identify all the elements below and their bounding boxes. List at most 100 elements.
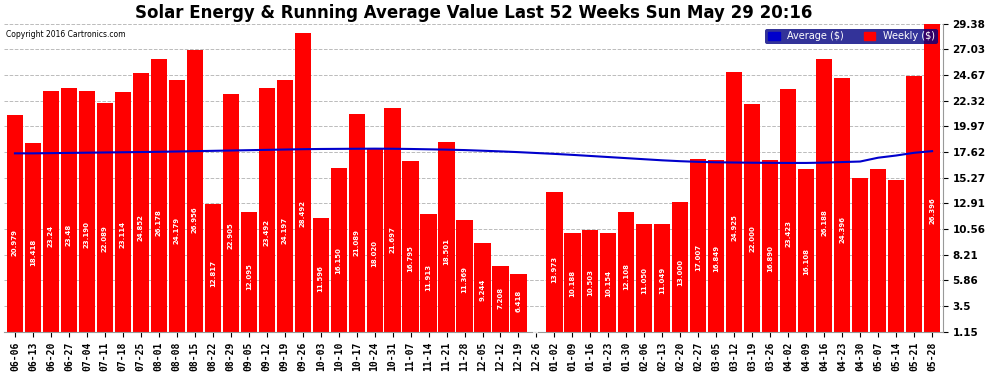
Text: 12.817: 12.817 [210,260,216,287]
Bar [133,73,148,344]
Text: 26.178: 26.178 [155,209,161,236]
Bar [97,103,113,344]
Bar [331,168,346,344]
Text: 11.596: 11.596 [318,265,324,292]
Bar [529,336,545,344]
Bar [762,160,778,344]
Bar [780,89,796,344]
Text: 16.150: 16.150 [336,248,342,274]
Bar [223,94,239,344]
Bar [816,58,833,344]
Text: 23.423: 23.423 [785,220,791,247]
Bar [888,180,904,344]
Bar [439,142,454,344]
Text: 20.979: 20.979 [12,229,18,256]
Text: 16.108: 16.108 [803,248,809,274]
Text: 24.925: 24.925 [732,214,738,241]
Bar [60,88,77,344]
Text: 12.108: 12.108 [624,263,630,290]
Bar [511,274,527,344]
Bar [258,88,275,344]
Bar [744,104,760,344]
Bar [619,212,635,344]
Text: 12.095: 12.095 [246,263,251,290]
Bar [727,72,742,344]
Bar [672,202,688,344]
Bar [421,214,437,344]
Bar [295,33,311,344]
Text: 22.905: 22.905 [228,222,234,249]
Text: 28.492: 28.492 [300,200,306,227]
Bar [924,24,940,344]
Text: 21.089: 21.089 [353,229,359,256]
Text: 17.007: 17.007 [695,244,701,271]
Bar [474,243,491,344]
Bar [564,233,580,344]
Text: 23.48: 23.48 [66,224,72,246]
Text: 24.852: 24.852 [138,214,144,241]
Text: 22.000: 22.000 [749,225,755,252]
Text: 23.190: 23.190 [84,220,90,248]
Bar [168,81,185,344]
Text: 26.188: 26.188 [821,209,828,236]
Bar [600,234,617,344]
Bar [43,91,59,344]
Text: 10.503: 10.503 [587,269,593,296]
Bar [205,204,221,344]
Bar [834,78,850,344]
Bar [708,160,725,344]
Bar [637,224,652,344]
Text: 16.849: 16.849 [713,244,720,272]
Bar [79,91,95,344]
Bar [456,220,472,344]
Bar [25,143,41,344]
Bar [313,218,329,344]
Text: Copyright 2016 Cartronics.com: Copyright 2016 Cartronics.com [6,30,126,39]
Text: 11.050: 11.050 [642,267,647,294]
Bar [241,212,256,344]
Text: 10.154: 10.154 [605,270,612,297]
Title: Solar Energy & Running Average Value Last 52 Weeks Sun May 29 20:16: Solar Energy & Running Average Value Las… [135,4,812,22]
Text: 13.000: 13.000 [677,260,683,286]
Bar [150,58,167,344]
Text: 22.089: 22.089 [102,225,108,252]
Text: 7.208: 7.208 [498,286,504,309]
Text: 16.890: 16.890 [767,244,773,272]
Text: 16.795: 16.795 [408,245,414,272]
Text: 11.913: 11.913 [426,264,432,291]
Bar [348,114,364,344]
Text: 6.418: 6.418 [516,290,522,312]
Bar [403,161,419,344]
Bar [870,168,886,344]
Text: 24.179: 24.179 [174,217,180,244]
Bar [7,116,23,344]
Bar [906,75,922,344]
Bar [546,192,562,344]
Text: 0.718: 0.718 [534,311,540,333]
Text: 23.24: 23.24 [48,225,53,248]
Text: 24.197: 24.197 [282,217,288,244]
Bar [187,50,203,344]
Bar [582,230,599,344]
Text: 18.418: 18.418 [30,238,36,266]
Text: 21.697: 21.697 [390,226,396,253]
Text: 24.396: 24.396 [840,216,845,243]
Text: 11.049: 11.049 [659,267,665,294]
Bar [690,159,707,344]
Bar [492,266,509,344]
Text: 23.492: 23.492 [263,219,269,246]
Bar [852,178,868,344]
Legend: Average ($), Weekly ($): Average ($), Weekly ($) [765,28,938,44]
Text: 10.188: 10.188 [569,270,575,297]
Bar [115,92,131,344]
Bar [276,80,293,344]
Text: 26.956: 26.956 [192,207,198,233]
Text: 23.114: 23.114 [120,221,126,248]
Text: 11.369: 11.369 [461,266,467,293]
Bar [654,224,670,344]
Text: 13.973: 13.973 [551,256,557,283]
Text: 18.501: 18.501 [444,238,449,266]
Text: 26.396: 26.396 [929,197,936,224]
Text: 18.020: 18.020 [371,240,377,267]
Text: 9.244: 9.244 [479,279,485,301]
